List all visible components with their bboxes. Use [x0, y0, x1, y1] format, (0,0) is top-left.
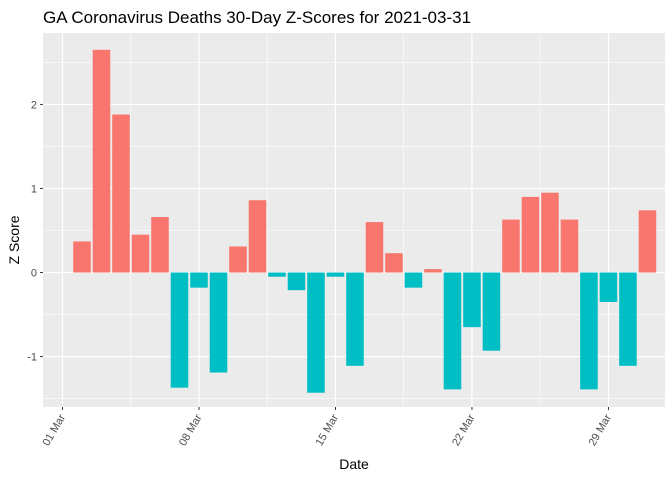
- bar-2021-03-04: [112, 114, 130, 273]
- x-tick-label: 08 Mar: [177, 412, 205, 448]
- bar-2021-03-25: [521, 196, 540, 273]
- bar-2021-03-18: [385, 253, 403, 273]
- bar-2021-03-21: [443, 272, 462, 390]
- bar-2021-03-02: [73, 241, 91, 273]
- bar-2021-03-10: [229, 246, 247, 273]
- y-tick-label: 0: [31, 268, 37, 280]
- bar-2021-03-19: [404, 272, 423, 288]
- bar-2021-03-03: [92, 49, 111, 273]
- x-axis-title: Date: [339, 456, 369, 472]
- bar-2021-03-09: [209, 272, 228, 373]
- x-tick-label: 22 Mar: [450, 412, 478, 448]
- bar-2021-03-17: [365, 222, 384, 273]
- bar-2021-03-15: [326, 272, 345, 277]
- x-tick-label: 15 Mar: [314, 412, 342, 448]
- bars: [73, 49, 657, 393]
- y-axis-title: Z Score: [6, 215, 22, 264]
- bar-2021-03-26: [541, 192, 559, 273]
- bar-2021-03-30: [619, 272, 637, 366]
- y-tick-label: 2: [31, 99, 37, 111]
- bar-2021-03-29: [599, 272, 618, 302]
- bar-2021-03-31: [638, 210, 657, 273]
- bar-2021-03-22: [463, 272, 481, 328]
- bar-2021-03-24: [502, 219, 520, 273]
- bar-2021-03-12: [268, 272, 286, 277]
- chart-title: GA Coronavirus Deaths 30-Day Z-Scores fo…: [43, 8, 471, 27]
- bar-2021-03-16: [346, 272, 364, 366]
- x-tick-label: 01 Mar: [41, 412, 69, 448]
- x-axis: 01 Mar 08 Mar 15 Mar 22 Mar 29 Mar: [41, 407, 615, 448]
- bar-2021-03-07: [170, 272, 189, 388]
- y-tick-label: -1: [27, 352, 37, 364]
- bar-2021-03-08: [190, 272, 208, 288]
- bar-2021-03-11: [248, 200, 267, 273]
- bar-2021-03-14: [307, 272, 325, 393]
- bar-2021-03-06: [151, 217, 169, 273]
- y-tick-label: 1: [31, 183, 37, 195]
- bar-2021-03-13: [287, 272, 306, 291]
- bar-2021-03-28: [580, 272, 598, 390]
- bar-2021-03-05: [131, 234, 150, 273]
- y-axis: -1 0 1 2: [27, 99, 43, 364]
- bar-2021-03-20: [424, 269, 442, 273]
- bar-2021-03-27: [560, 219, 579, 273]
- bar-2021-03-23: [482, 272, 501, 351]
- x-tick-label: 29 Mar: [587, 412, 615, 448]
